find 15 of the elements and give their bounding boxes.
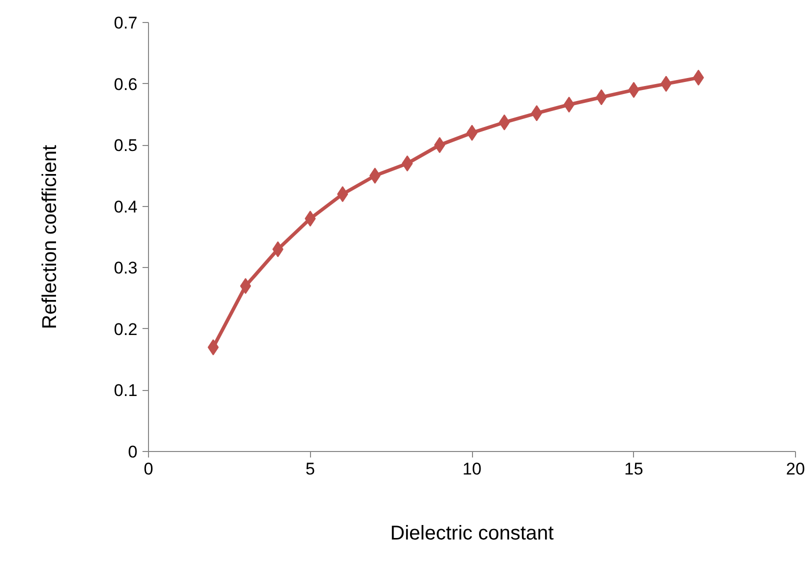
x-tick-label: 5 <box>306 460 315 478</box>
y-tick-label: 0.1 <box>114 381 138 400</box>
y-tick-label: 0.2 <box>114 320 138 339</box>
y-tick-label: 0.3 <box>114 258 138 278</box>
y-tick-label: 0.4 <box>114 197 138 216</box>
y-tick-label: 0.6 <box>114 74 138 94</box>
x-tick-label: 10 <box>462 460 482 478</box>
x-axis-title: Dielectric constant <box>390 522 554 544</box>
y-tick-label: 0.7 <box>114 14 138 32</box>
x-tick-label: 0 <box>144 460 154 478</box>
y-axis-title: Reflection coefficient <box>38 144 61 330</box>
x-tick-label: 15 <box>624 460 644 478</box>
y-tick-label: 0.5 <box>114 136 138 156</box>
y-tick-label: 0 <box>128 442 138 462</box>
x-tick-label: 20 <box>786 460 805 478</box>
